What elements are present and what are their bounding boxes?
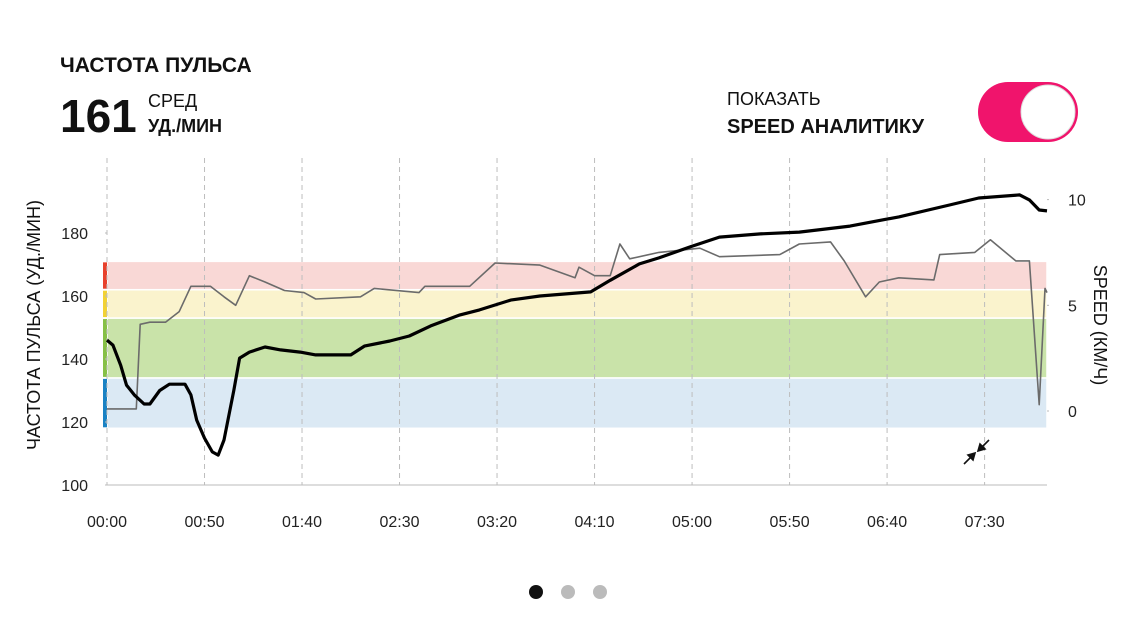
y-axis-title: ЧАСТОТА ПУЛЬСА (УД./МИН) — [24, 200, 44, 450]
x-tick-label: 00:50 — [184, 514, 224, 531]
x-tick-label: 00:00 — [87, 514, 127, 531]
zone-marker — [103, 290, 107, 318]
plot: 00:00 00:50 01:40 02:30 03:20 04:10 05:00 05:50… — [24, 158, 1110, 531]
collapse-arrow-head — [966, 451, 977, 462]
y-tick-label: 140 — [61, 352, 88, 369]
zone-marker — [103, 378, 107, 428]
y-tick-label: 120 — [61, 415, 88, 432]
toggle[interactable] — [978, 82, 1078, 142]
x-tick-label: 05:00 — [672, 514, 712, 531]
page-dot[interactable] — [529, 585, 543, 599]
page-dot[interactable] — [593, 585, 607, 599]
x-tick-label: 05:50 — [770, 514, 810, 531]
line — [107, 239, 1048, 410]
collapse-arrow-head — [976, 442, 987, 453]
x-tick-label: 03:20 — [477, 514, 517, 531]
zone-band — [106, 260, 1048, 291]
x-tick-label: 06:40 — [867, 514, 907, 531]
y-tick-label: 160 — [61, 289, 88, 306]
x-tick-label: 01:40 — [282, 514, 322, 531]
toggle-label-bold: SPEED АНАЛИТИКУ — [727, 116, 925, 138]
zone-marker — [103, 319, 107, 377]
title: ЧАСТОТА ПУЛЬСА — [60, 54, 252, 77]
pager — [529, 585, 607, 599]
zone-band — [106, 317, 1048, 379]
zone-marker — [103, 262, 107, 289]
average-label: СРЕД — [148, 91, 197, 111]
y-tick-label: 180 — [61, 226, 88, 243]
toggle-knob — [1020, 84, 1076, 140]
y2-tick-label: 10 — [1068, 193, 1086, 210]
x-tick-label: 02:30 — [380, 514, 420, 531]
x-tick-label: 07:30 — [965, 514, 1005, 531]
y2-tick-label: 5 — [1068, 298, 1077, 315]
unit: УД./МИН — [148, 116, 222, 136]
toggle-label: ПОКАЗАТЬ — [727, 89, 821, 109]
page-dot[interactable] — [561, 585, 575, 599]
average-value: 161 — [60, 90, 137, 142]
collapse-button[interactable] — [963, 439, 990, 465]
zone-band — [106, 377, 1048, 430]
y-tick-label: 100 — [61, 478, 88, 495]
x-tick-label: 04:10 — [575, 514, 615, 531]
y2-axis-title: SPEED (КМ/Ч) — [1090, 265, 1110, 386]
y2-tick-label: 0 — [1068, 404, 1077, 421]
line — [105, 193, 1048, 457]
